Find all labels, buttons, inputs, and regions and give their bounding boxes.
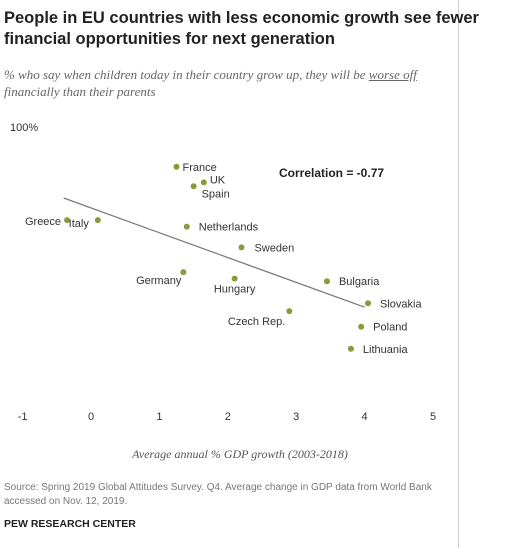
data-point-netherlands xyxy=(183,223,190,230)
point-label-italy: Italy xyxy=(69,218,90,230)
subtitle-text-start: % who say when children today in their c… xyxy=(4,67,369,82)
data-point-germany xyxy=(180,269,187,276)
data-point-hungary xyxy=(231,275,238,282)
chart-subtitle: % who say when children today in their c… xyxy=(4,66,474,100)
point-label-poland: Poland xyxy=(373,322,407,334)
brand-logo-text: PEW RESEARCH CENTER xyxy=(4,518,136,530)
point-label-uk: UK xyxy=(210,174,226,186)
correlation-annotation: Correlation = -0.77 xyxy=(279,166,384,180)
chart-title: People in EU countries with less economi… xyxy=(4,9,479,48)
point-label-czech-rep: Czech Rep. xyxy=(228,316,285,328)
data-point-czech-rep xyxy=(286,308,293,315)
data-point-poland xyxy=(358,323,365,330)
point-label-france: France xyxy=(183,162,217,174)
data-point-france xyxy=(173,163,180,170)
point-label-bulgaria: Bulgaria xyxy=(339,276,380,288)
point-label-spain: Spain xyxy=(202,188,230,200)
data-point-spain xyxy=(190,183,197,190)
x-axis-tick-labels: -1 0 1 2 3 4 5 xyxy=(18,411,436,423)
data-point-italy xyxy=(94,217,101,224)
x-tick-label: 5 xyxy=(430,411,436,423)
data-point-lithuania xyxy=(347,345,354,352)
y-axis-top-label: 100% xyxy=(10,122,38,134)
point-label-hungary: Hungary xyxy=(214,284,256,296)
data-point-sweden xyxy=(238,244,245,251)
trendline xyxy=(63,197,365,308)
data-point-slovakia xyxy=(365,300,372,307)
data-point-bulgaria xyxy=(323,278,330,285)
point-label-germany: Germany xyxy=(136,275,182,287)
x-tick-label: 2 xyxy=(225,411,231,423)
x-tick-label: 3 xyxy=(293,411,299,423)
point-label-slovakia: Slovakia xyxy=(380,298,422,310)
data-point-uk xyxy=(200,179,207,186)
point-label-sweden: Sweden xyxy=(254,242,294,254)
right-border-rule xyxy=(458,0,459,548)
point-label-greece: Greece xyxy=(25,216,61,228)
x-tick-label: -1 xyxy=(18,411,28,423)
x-tick-label: 0 xyxy=(88,411,94,423)
x-axis-label: Average annual % GDP growth (2003-2018) xyxy=(132,447,348,461)
subtitle-text-end: financially than their parents xyxy=(4,84,156,99)
source-note: Source: Spring 2019 Global Attitudes Sur… xyxy=(4,482,432,507)
x-tick-label: 1 xyxy=(156,411,162,423)
point-label-netherlands: Netherlands xyxy=(199,222,259,234)
x-tick-label: 4 xyxy=(362,411,368,423)
trendline-layer xyxy=(63,197,365,308)
subtitle-underlined-text: worse off xyxy=(368,67,417,82)
point-label-lithuania: Lithuania xyxy=(363,344,409,356)
data-point-greece xyxy=(64,217,71,224)
